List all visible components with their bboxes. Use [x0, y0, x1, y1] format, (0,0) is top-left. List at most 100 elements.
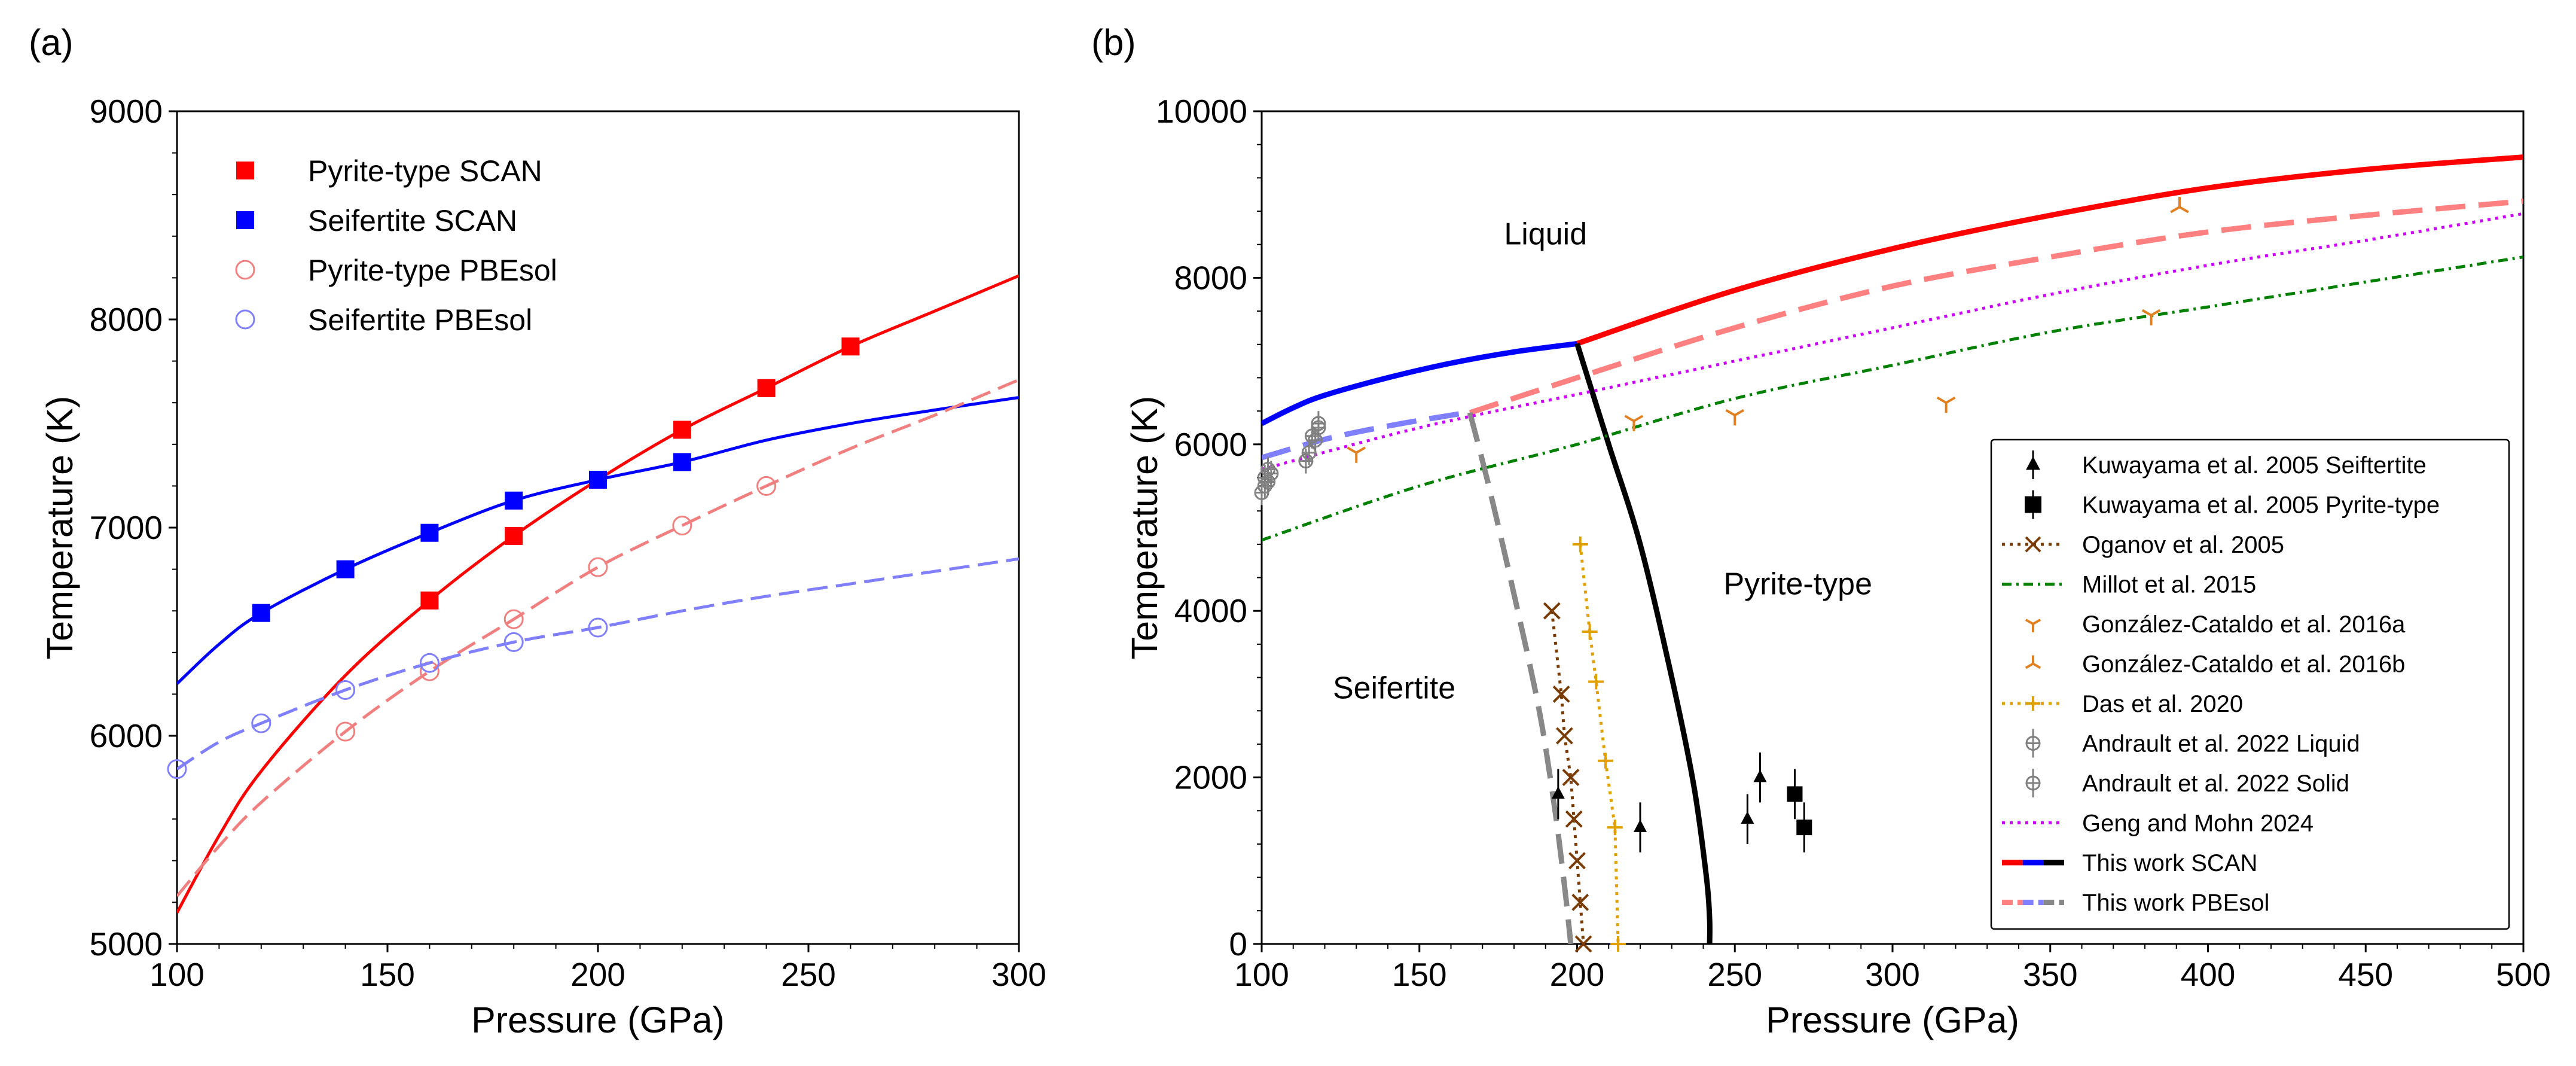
data-point — [756, 476, 777, 496]
data-point — [1562, 769, 1580, 787]
series-line-das-et-al-2020 — [1579, 544, 1620, 944]
y-tick-label: 6000 — [1174, 426, 1247, 463]
legend-marker — [2025, 536, 2041, 553]
legend-label: Andrault et al. 2022 Solid — [2082, 770, 2349, 797]
data-point — [841, 337, 860, 356]
x-tick-label: 150 — [1392, 956, 1447, 993]
data-point — [1588, 674, 1604, 690]
data-point — [588, 557, 608, 577]
series-line-millot-et-al-2015 — [1262, 255, 2523, 542]
y-tick-label: 7000 — [90, 509, 163, 546]
legend-label: González-Cataldo et al. 2016a — [2082, 611, 2406, 638]
x-tick-label: 100 — [149, 956, 205, 993]
legend-marker — [236, 211, 254, 229]
data-point — [1787, 786, 1803, 802]
data-point — [1543, 602, 1561, 620]
region-label-pyrite-type: Pyrite-type — [1723, 566, 1872, 601]
x-tick-label: 450 — [2338, 956, 2393, 993]
data-point — [2170, 197, 2189, 214]
y-tick-label: 5000 — [90, 925, 163, 963]
data-point — [672, 516, 692, 536]
y-tick-label: 0 — [1229, 925, 1247, 963]
y-tick-label: 9000 — [90, 93, 163, 130]
data-point — [1633, 820, 1647, 832]
data-point — [2141, 309, 2161, 326]
legend-marker — [2025, 496, 2041, 513]
legend-a: Pyrite-type SCAN Seifertite SCAN Pyrite-ty… — [235, 154, 557, 337]
region-label-seifertite: Seifertite — [1333, 671, 1455, 705]
series-line-this-work-scan-solid-boundary- — [1574, 343, 1713, 944]
series-line-pyrite-type-pbesol — [177, 378, 1019, 897]
legend-b: Kuwayama et al. 2005 Seiftertite Kuwayama… — [1990, 438, 2510, 930]
series-line-this-work-pbesol-seifertite-melting- — [1262, 410, 1470, 461]
y-tick-label: 10000 — [1156, 93, 1247, 130]
data-point — [1347, 446, 1366, 463]
data-point — [251, 713, 271, 733]
data-point — [673, 421, 691, 439]
y-tick-label: 8000 — [1174, 259, 1247, 296]
panel-a-label: (a) — [29, 22, 74, 63]
data-point — [503, 609, 524, 629]
data-point — [1565, 810, 1583, 828]
data-point — [1551, 786, 1565, 799]
data-point — [1582, 624, 1598, 639]
legend-marker — [2026, 456, 2040, 470]
legend-marker — [235, 309, 255, 330]
data-point — [673, 453, 691, 471]
data-point — [1936, 396, 1956, 413]
legend-label: Geng and Mohn 2024 — [2082, 811, 2313, 837]
series-line-this-work-scan-pyrite-type-melting- — [1576, 154, 2523, 346]
data-point — [1568, 852, 1586, 870]
series-line-oganov-et-al-2005 — [1550, 610, 1585, 944]
region-label-liquid: Liquid — [1504, 217, 1587, 252]
legend-marker — [235, 260, 255, 280]
legend-label: Andrault et al. 2022 Liquid — [2082, 731, 2360, 757]
series-line-this-work-pbesol-solid-boundary- — [1467, 412, 1574, 944]
data-point — [1607, 820, 1623, 836]
data-point — [757, 379, 776, 397]
panel-a-chart: 100 150 200 250 300 5000 6000 7000 8000 9000 Press… — [39, 93, 1046, 1040]
x-axis-label: Pressure (GPa) — [1766, 1000, 2019, 1040]
legend-frame — [1990, 438, 2510, 930]
series-line-this-work-pbesol-pyrite-type-melting- — [1469, 198, 2523, 416]
data-point — [1753, 769, 1767, 782]
data-point — [1552, 685, 1570, 703]
legend-label: Millot et al. 2015 — [2082, 572, 2256, 598]
legend-label: Kuwayama et al. 2005 Pyrite-type — [2082, 492, 2440, 519]
data-point — [420, 523, 439, 542]
legend-label: Pyrite-type SCAN — [308, 154, 542, 188]
data-point — [1555, 727, 1573, 745]
data-point — [1574, 935, 1592, 953]
x-tick-label: 150 — [360, 956, 415, 993]
series-line-geng-and-mohn-2024 — [1262, 212, 2523, 471]
data-point — [252, 604, 270, 622]
series-line-pyrite-type-scan — [177, 274, 1019, 913]
data-point — [335, 680, 356, 700]
data-point — [1796, 820, 1812, 836]
y-tick-label: 8000 — [90, 301, 163, 338]
x-tick-label: 350 — [2023, 956, 2078, 993]
data-point — [1572, 536, 1588, 552]
data-point — [1597, 753, 1613, 769]
data-point — [336, 560, 355, 578]
legend-label: Kuwayama et al. 2005 Seiftertite — [2082, 452, 2427, 479]
data-point — [167, 759, 187, 779]
series-line-this-work-scan-seifertite-melting- — [1262, 340, 1578, 427]
legend-label: Seifertite PBEsol — [308, 303, 532, 337]
legend-label: Seifertite SCAN — [308, 204, 517, 237]
data-point — [1610, 936, 1626, 952]
data-point — [335, 721, 356, 742]
data-point — [1741, 811, 1754, 824]
x-tick-label: 200 — [1550, 956, 1605, 993]
legend-label: Das et al. 2020 — [2082, 691, 2243, 717]
legend-label: This work PBEsol — [2082, 890, 2269, 916]
data-point — [505, 526, 523, 545]
legend-label: Pyrite-type PBEsol — [308, 254, 557, 287]
panel-b-chart: 100 150 200 250 300 350 400 450 500 0 2000 4000 6000… — [1124, 93, 2551, 1040]
series-line-seifertite-pbesol — [177, 557, 1019, 770]
data-point — [588, 617, 608, 638]
y-axis-label: Temperature (K) — [1124, 396, 1165, 660]
x-tick-label: 400 — [2181, 956, 2236, 993]
legend-label: González-Cataldo et al. 2016b — [2082, 651, 2405, 678]
legend-marker — [2026, 696, 2040, 711]
